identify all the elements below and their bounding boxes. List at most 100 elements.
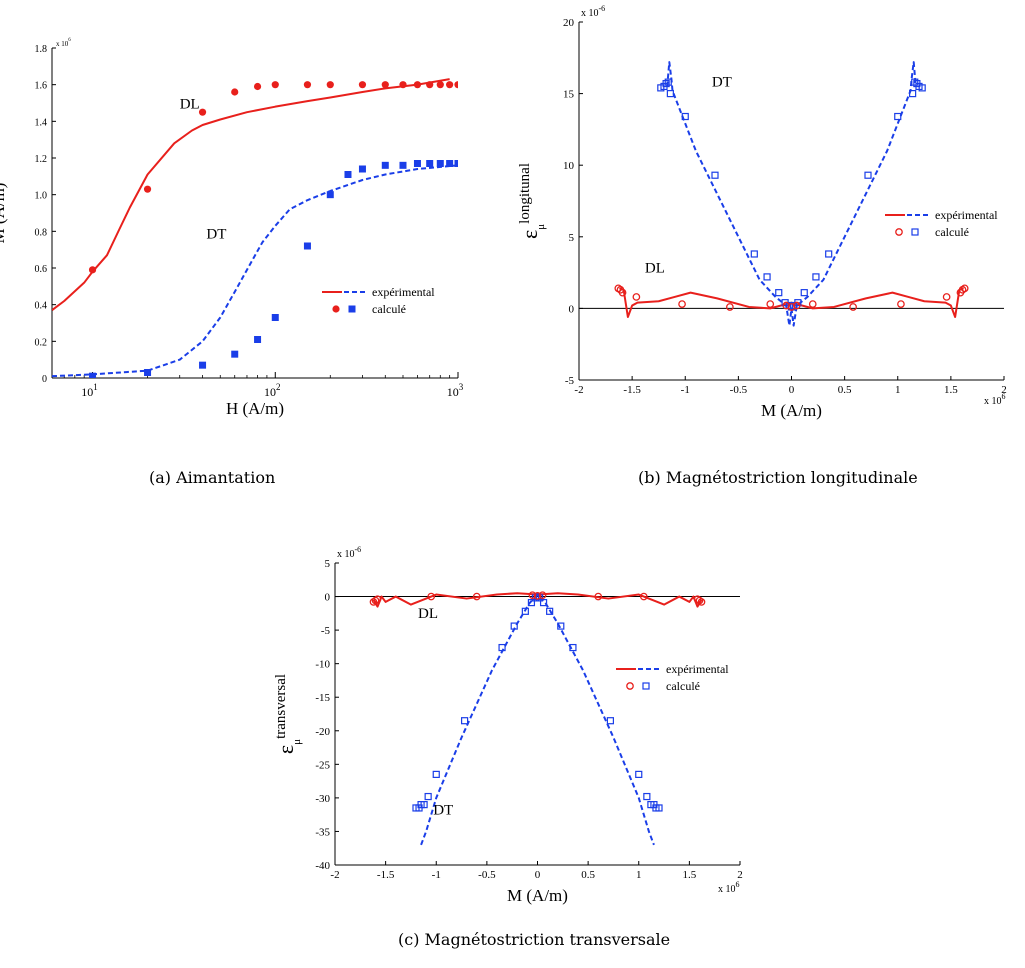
data-point-dt — [825, 250, 833, 258]
legend-marker-blue — [348, 305, 356, 313]
x-tick-label: -1 — [432, 869, 441, 881]
y-axis-sup: longitunal — [517, 163, 533, 224]
data-point-dl — [808, 300, 817, 308]
x-tick-label: 2 — [737, 869, 743, 881]
data-point-dl — [632, 293, 641, 301]
y-tick-label: 0.6 — [35, 264, 48, 275]
legend-label-experimental: expérimental — [935, 208, 998, 222]
data-point-dl — [787, 303, 796, 311]
data-point-dl — [897, 300, 905, 308]
data-point-dl — [639, 592, 648, 601]
y-tick-label: 1.2 — [35, 154, 48, 165]
legend: expérimental calculé — [322, 285, 435, 316]
data-point-dl — [533, 592, 542, 600]
data-point-dt — [420, 801, 428, 809]
data-point-dl — [358, 81, 367, 89]
x-exponent-base: x 10 — [718, 884, 736, 895]
y-tick-label: -10 — [315, 659, 330, 671]
chart-c-panel: -40 -35 -30 -25 -20 -15 -10 -5 0 5 -2 -1.5 -1 -0.5 0 0.… — [260, 545, 780, 925]
y-tick-label: 1.0 — [35, 191, 48, 202]
legend-label-calculated: calculé — [935, 225, 969, 239]
x-tick-label: 0.5 — [838, 384, 852, 396]
data-point-dl — [88, 266, 97, 274]
data-point-dt — [918, 84, 926, 92]
data-point-dt — [432, 770, 440, 778]
data-point-dt — [664, 78, 672, 86]
y-exponent-sup: -6 — [355, 545, 362, 554]
data-point-dl — [726, 303, 734, 311]
legend-marker-red — [626, 682, 634, 690]
x-exponent-sup: 6 — [736, 880, 740, 889]
series-line-dl-experimental — [52, 78, 450, 311]
data-point-dl — [849, 303, 857, 311]
annotation-dt: DT — [433, 803, 453, 819]
y-tick-label: 0 — [569, 303, 575, 315]
x-tick-label: -2 — [330, 869, 339, 881]
y-tick-label: 0.2 — [35, 337, 48, 348]
y-axis-symbol: ε — [273, 745, 298, 754]
data-point-dt — [894, 112, 902, 121]
x-tick-label: 1.5 — [683, 869, 697, 881]
data-point-dt — [399, 161, 407, 169]
data-point-dt — [461, 717, 469, 725]
data-point-dl — [697, 598, 706, 606]
data-point-dt — [144, 369, 152, 376]
data-point-dl — [303, 81, 312, 89]
data-point-dl — [960, 284, 969, 293]
y-tick-label: 5 — [325, 558, 331, 570]
x-tick-label: -0.5 — [730, 384, 748, 396]
data-point-dt — [812, 273, 820, 281]
y-exponent-label: x 10-6 — [337, 545, 361, 560]
series-group — [614, 61, 969, 327]
y-tick-label: 10 — [563, 160, 575, 172]
data-point-dt — [89, 372, 97, 378]
x-tick-label: 101 — [81, 382, 98, 399]
data-point-dt — [666, 89, 674, 98]
x-tick-label: 2 — [1001, 384, 1007, 396]
y-tick-label: 0 — [42, 374, 47, 385]
y-tick-label: 1.8 — [35, 44, 48, 55]
y-tick-label: -5 — [565, 375, 575, 387]
x-axis-label: H (A/m) — [226, 399, 284, 418]
data-point-dt — [750, 250, 758, 258]
data-point-dt — [775, 289, 783, 297]
data-point-dl — [373, 595, 382, 604]
x-tick-label: 0 — [535, 869, 541, 881]
x-exponent-label: x 106 — [718, 880, 740, 895]
annotation-dl: DL — [418, 606, 438, 622]
y-tick-label: 1.4 — [35, 117, 48, 128]
data-point-dl — [472, 592, 481, 601]
y-tick-label: 0.8 — [35, 227, 48, 238]
data-point-dt — [681, 112, 689, 121]
data-point-dl — [446, 81, 454, 89]
x-tick-label: 102 — [264, 382, 281, 399]
x-tick-label: -0.5 — [478, 869, 496, 881]
data-point-dl — [143, 185, 152, 193]
data-point-dl — [399, 81, 407, 89]
legend-marker-blue — [642, 682, 650, 690]
data-point-dl — [413, 81, 422, 89]
data-point-dt — [381, 161, 389, 169]
y-exponent-label: x 10-6 — [581, 4, 605, 19]
chart-a-panel: 0 0.2 0.4 0.6 0.8 1.0 1.2 1.4 1.6 1.8 101 102 103 x 1… — [0, 0, 500, 470]
x-tick-exp: 2 — [276, 382, 281, 392]
data-point-dt — [546, 607, 554, 615]
series-group — [52, 78, 458, 378]
data-point-dt — [909, 89, 917, 98]
x-exponent-base: x 10 — [984, 396, 1002, 407]
data-point-dt — [557, 622, 565, 630]
annotation-dl: DL — [645, 261, 665, 277]
data-point-dt — [864, 171, 872, 179]
x-tick-base: 10 — [81, 385, 93, 399]
legend-marker-red — [332, 305, 340, 313]
legend-label-experimental: expérimental — [372, 285, 435, 299]
y-tick-label: 0.4 — [35, 301, 48, 312]
legend-label-calculated: calculé — [372, 302, 406, 316]
data-point-dl — [381, 81, 389, 89]
chart-a-caption: (a) Aimantation — [149, 468, 276, 487]
y-tick-label: -35 — [315, 826, 330, 838]
y-tick-label: 20 — [563, 17, 575, 29]
annotation-dt: DT — [206, 227, 226, 243]
data-point-dl — [326, 81, 334, 89]
